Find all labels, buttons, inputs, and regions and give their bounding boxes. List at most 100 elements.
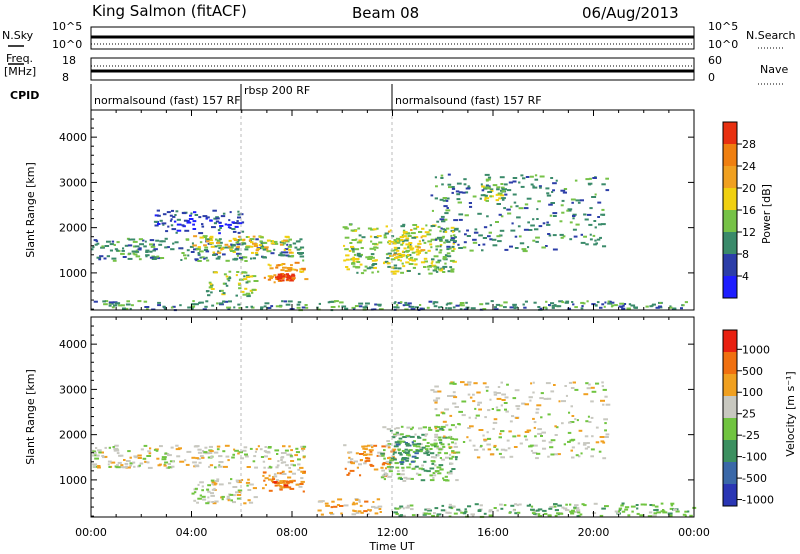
power-pixel xyxy=(426,306,430,309)
power-pixel xyxy=(407,254,410,256)
power-pixel xyxy=(162,213,167,216)
power-pixel xyxy=(187,306,191,309)
power-pixel xyxy=(104,300,109,303)
velocity-pixel xyxy=(140,448,144,451)
velocity-pixel xyxy=(595,382,600,385)
velocity-pixel xyxy=(350,462,355,465)
power-colorbar-swatch xyxy=(723,210,737,232)
velocity-pixel xyxy=(445,424,449,427)
velocity-pixel xyxy=(590,386,595,389)
velocity-pixel xyxy=(563,443,566,446)
power-pixel xyxy=(633,306,638,309)
velocity-pixel xyxy=(284,485,288,488)
power-pixel xyxy=(232,222,238,224)
velocity-data-marks xyxy=(91,381,697,518)
velocity-pixel xyxy=(536,513,541,516)
velocity-pixel xyxy=(406,466,411,469)
velocity-pixel xyxy=(652,514,657,517)
velocity-pixel xyxy=(425,451,430,454)
velocity-pixel xyxy=(639,514,644,517)
velocity-pixel xyxy=(451,468,456,470)
power-pixel xyxy=(417,252,421,254)
power-pixel xyxy=(145,251,149,253)
power-pixel xyxy=(111,240,115,243)
velocity-pixel xyxy=(503,504,507,507)
power-pixel xyxy=(189,245,194,248)
power-pixel xyxy=(172,215,176,218)
velocity-pixel xyxy=(433,390,438,393)
power-pixel xyxy=(205,216,210,219)
power-pixel xyxy=(144,306,150,308)
power-pixel xyxy=(281,275,286,278)
velocity-pixel xyxy=(300,480,305,483)
power-pixel xyxy=(485,199,489,202)
power-pixel xyxy=(259,240,263,243)
velocity-pixel xyxy=(500,430,505,433)
power-pixel xyxy=(344,307,349,310)
power-pixel xyxy=(149,243,154,246)
velocity-pixel xyxy=(434,408,438,411)
velocity-pixel xyxy=(147,466,153,469)
velocity-pixel xyxy=(222,450,226,453)
velocity-pixel xyxy=(500,404,503,407)
power-pixel xyxy=(481,249,484,252)
velocity-pixel xyxy=(414,457,419,459)
power-pixel xyxy=(579,199,584,202)
velocity-pixel xyxy=(300,445,305,448)
power-pixel xyxy=(495,199,499,202)
velocity-pixel xyxy=(137,454,142,457)
velocity-pixel xyxy=(640,503,646,506)
velocity-pixel xyxy=(255,448,258,451)
power-pixel xyxy=(290,264,293,267)
power-pixel xyxy=(291,277,296,280)
power-pixel xyxy=(458,191,463,194)
velocity-pixel xyxy=(455,458,458,461)
power-pixel xyxy=(189,214,192,217)
power-pixel xyxy=(563,188,568,190)
velocity-pixel xyxy=(125,465,128,468)
velocity-pixel xyxy=(301,447,306,450)
power-pixel xyxy=(201,223,204,226)
power-pixel xyxy=(272,240,274,243)
power-pixel xyxy=(682,304,685,307)
velocity-pixel xyxy=(443,509,447,512)
velocity-pixel xyxy=(535,408,540,411)
velocity-pixel xyxy=(262,474,265,477)
power-pixel xyxy=(398,252,402,255)
power-pixel xyxy=(297,252,302,254)
power-pixel xyxy=(521,248,527,251)
power-pixel xyxy=(546,223,551,226)
power-pixel xyxy=(149,256,154,259)
power-pixel xyxy=(223,300,229,303)
velocity-pixel xyxy=(232,486,238,488)
power-pixel xyxy=(455,304,460,307)
power-pixel xyxy=(500,183,504,185)
power-pixel xyxy=(244,248,249,251)
power-pixel xyxy=(539,307,543,310)
power-pixel xyxy=(267,263,270,266)
velocity-pixel xyxy=(653,512,658,515)
power-pixel xyxy=(495,221,499,223)
velocity-pixel xyxy=(422,426,427,429)
velocity-pixel xyxy=(636,512,640,515)
velocity-pixel xyxy=(127,450,131,453)
velocity-pixel xyxy=(428,428,433,431)
velocity-pixel xyxy=(472,393,475,396)
velocity-pixel xyxy=(244,453,248,456)
power-pixel xyxy=(402,229,406,232)
power-pixel xyxy=(411,251,416,254)
velocity-pixel xyxy=(165,466,169,469)
power-pixel xyxy=(537,306,541,308)
power-pixel xyxy=(596,238,601,241)
power-pixel xyxy=(191,242,194,245)
power-pixel xyxy=(558,300,563,303)
power-region-5 xyxy=(274,273,296,282)
velocity-pixel xyxy=(400,478,403,480)
velocity-pixel xyxy=(590,448,595,451)
power-pixel xyxy=(193,248,198,251)
power-pixel xyxy=(279,305,283,308)
velocity-pixel xyxy=(442,477,445,480)
power-pixel xyxy=(156,255,160,258)
velocity-pixel xyxy=(425,445,430,448)
